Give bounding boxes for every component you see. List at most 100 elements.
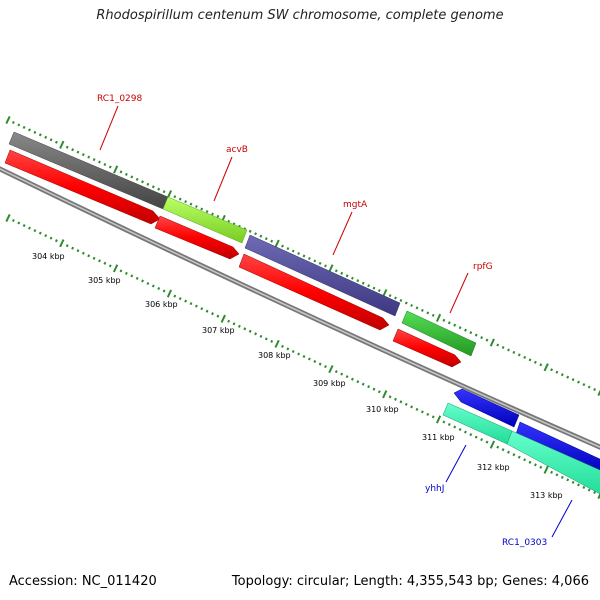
- major-tick: [489, 338, 495, 347]
- topology-summary: Topology: circular; Length: 4,355,543 bp…: [231, 574, 589, 589]
- minor-tick: [11, 218, 15, 223]
- minor-tick: [157, 286, 161, 291]
- minor-tick: [162, 190, 166, 194]
- minor-tick: [291, 349, 295, 354]
- minor-tick: [550, 470, 554, 474]
- minor-tick: [49, 138, 53, 142]
- major-tick: [328, 264, 334, 273]
- minor-tick: [135, 276, 139, 280]
- minor-tick: [410, 303, 414, 307]
- minor-tick: [555, 473, 559, 477]
- minor-tick: [297, 251, 301, 256]
- minor-tick: [447, 321, 451, 325]
- minor-tick: [108, 264, 112, 268]
- feature-mgtA[interactable]: [244, 234, 401, 317]
- minor-tick: [582, 383, 586, 387]
- gene-label-RC1_0303[interactable]: RC1_0303: [502, 499, 573, 548]
- minor-tick: [372, 286, 376, 290]
- kbp-label: 307 kbp: [202, 326, 235, 335]
- minor-tick: [560, 475, 564, 479]
- minor-tick: [447, 422, 451, 427]
- minor-tick: [350, 377, 354, 381]
- minor-tick: [587, 385, 591, 389]
- minor-tick: [92, 158, 96, 162]
- minor-tick: [216, 214, 220, 218]
- minor-tick: [87, 155, 91, 159]
- minor-tick: [281, 344, 284, 348]
- minor-tick: [324, 264, 327, 268]
- minor-tick: [377, 289, 381, 293]
- minor-tick: [324, 365, 327, 369]
- gene-label-RC1_0298[interactable]: RC1_0298: [97, 94, 142, 151]
- minor-tick: [458, 427, 462, 432]
- major-tick: [543, 363, 549, 372]
- minor-tick: [259, 234, 263, 238]
- minor-tick: [237, 324, 241, 328]
- minor-tick: [539, 363, 543, 367]
- cds-arrow-yhhJ[interactable]: [453, 388, 520, 428]
- map-title: Rhodospirillum centenum SW chromosome, c…: [96, 8, 504, 23]
- minor-tick: [189, 202, 193, 206]
- cds-arrow-RC1_0303[interactable]: [515, 421, 600, 474]
- minor-tick: [399, 298, 403, 303]
- major-tick: [5, 213, 11, 223]
- gene-label-yhhJ[interactable]: yhhJ: [425, 444, 467, 494]
- minor-tick: [464, 430, 467, 434]
- minor-tick: [49, 236, 53, 240]
- minor-tick: [340, 372, 344, 376]
- minor-tick: [367, 284, 371, 288]
- major-tick: [166, 190, 173, 199]
- minor-tick: [130, 175, 134, 179]
- minor-tick: [270, 239, 274, 243]
- minor-tick: [248, 329, 252, 333]
- feature-RC1_0303[interactable]: [506, 430, 600, 495]
- gene-label-acvB[interactable]: acvB: [213, 145, 248, 202]
- minor-tick: [577, 380, 580, 384]
- kbp-label: 313 kbp: [530, 491, 563, 500]
- minor-tick: [291, 249, 295, 253]
- minor-tick: [119, 170, 123, 174]
- minor-tick: [307, 256, 311, 261]
- minor-tick: [264, 237, 268, 241]
- minor-tick: [517, 353, 521, 357]
- minor-tick: [480, 336, 484, 340]
- minor-tick: [141, 180, 144, 184]
- cds-arrow-acvB[interactable]: [154, 215, 240, 260]
- minor-tick: [146, 182, 150, 186]
- feature-rpfG[interactable]: [401, 310, 477, 357]
- minor-tick: [377, 390, 381, 394]
- minor-tick: [593, 387, 597, 392]
- minor-tick: [318, 362, 322, 366]
- minor-tick: [281, 244, 284, 248]
- minor-tick: [270, 339, 274, 343]
- minor-tick: [28, 128, 31, 132]
- minor-tick: [135, 177, 139, 181]
- minor-tick: [286, 247, 290, 251]
- gene-label-text: acvB: [226, 145, 248, 155]
- minor-tick: [404, 301, 408, 305]
- minor-tick: [17, 123, 21, 127]
- cds-arrow-RC1_0298[interactable]: [4, 149, 161, 225]
- minor-tick: [162, 289, 166, 293]
- minor-tick: [523, 355, 527, 359]
- minor-tick: [566, 478, 570, 482]
- gene-label-text: RC1_0298: [97, 94, 142, 104]
- minor-tick: [205, 209, 209, 214]
- minor-tick: [173, 195, 177, 199]
- minor-tick: [259, 334, 263, 338]
- feature-acvB[interactable]: [162, 196, 248, 244]
- gene-label-mgtA[interactable]: mgtA: [332, 200, 368, 256]
- cds-arrow-mgtA[interactable]: [238, 253, 390, 331]
- minor-tick: [345, 274, 349, 278]
- minor-tick: [496, 445, 500, 449]
- minor-tick: [65, 145, 69, 149]
- minor-tick: [119, 269, 123, 273]
- minor-tick: [528, 358, 532, 362]
- minor-tick: [44, 135, 48, 139]
- gene-label-text: yhhJ: [425, 484, 444, 494]
- cds-arrow-rpfG[interactable]: [392, 328, 462, 368]
- kbp-label: 310 kbp: [366, 405, 399, 414]
- minor-tick: [388, 294, 392, 298]
- gene-label-rpfG[interactable]: rpfG: [449, 262, 493, 314]
